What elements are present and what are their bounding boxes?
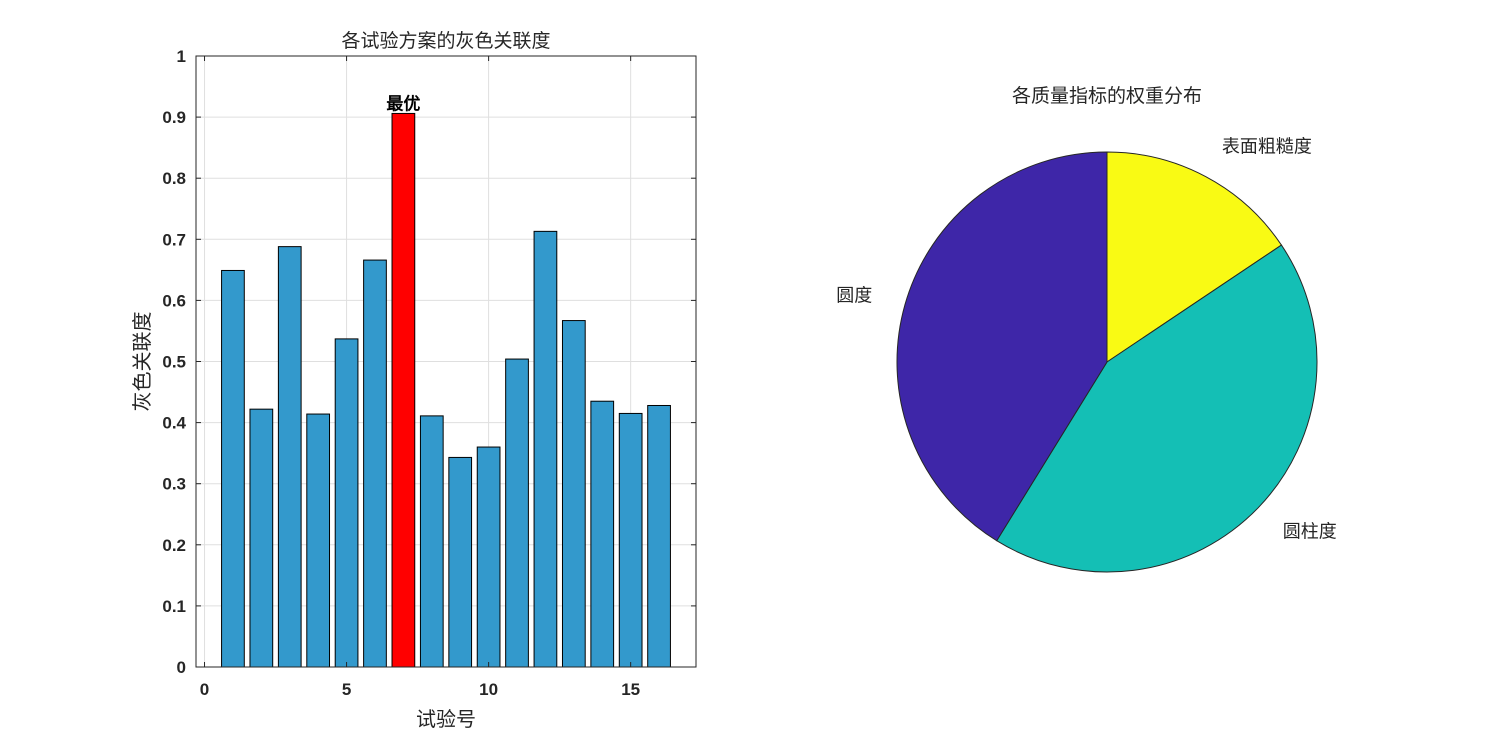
- bar-chart: 00.10.20.30.40.50.60.70.80.910 5 10 15 各试验方…: [130, 30, 697, 731]
- bar: [249, 408, 274, 668]
- pie-slice: [1106, 151, 1283, 363]
- bar-series: [221, 112, 671, 668]
- x-tick-label: 5: [342, 680, 351, 699]
- bar: [448, 456, 473, 668]
- y-tick-label: 0.6: [162, 291, 186, 310]
- bar: [561, 320, 586, 668]
- y-tick-label: 0.4: [162, 414, 186, 433]
- x-tick-label: 10: [479, 680, 498, 699]
- bar-best: [391, 112, 416, 668]
- bar: [221, 269, 245, 668]
- y-tick-label: 0.7: [162, 230, 186, 249]
- pie-slices: [896, 151, 1318, 573]
- bar: [306, 413, 331, 668]
- bar: [363, 259, 387, 668]
- bar: [334, 338, 359, 668]
- bar-ticks: 00.10.20.30.40.50.60.70.80.910 5 10 15: [162, 47, 696, 699]
- x-tick-label: 15: [621, 680, 640, 699]
- bar-y-axis-label: 灰色关联度: [130, 312, 154, 412]
- y-tick-label: 1: [177, 47, 186, 66]
- y-tick-label: 0.9: [162, 108, 186, 127]
- y-tick-label: 0: [177, 658, 186, 677]
- bar: [505, 358, 529, 668]
- bar: [277, 246, 302, 668]
- bar-chart-title: 各试验方案的灰色关联度: [341, 30, 550, 52]
- pie-slice: [896, 151, 1108, 542]
- x-tick-label: 0: [200, 680, 209, 699]
- y-tick-label: 0.3: [162, 475, 186, 494]
- y-tick-label: 0.5: [162, 353, 186, 372]
- pie-chart-title: 各质量指标的权重分布: [1012, 85, 1202, 107]
- bar: [618, 412, 643, 668]
- best-annotation: 最优: [386, 93, 420, 114]
- pie-slice-label: 圆柱度: [1283, 521, 1337, 542]
- bar: [533, 230, 558, 668]
- bar-x-axis-label: 试验号: [416, 707, 476, 731]
- pie-slice-label: 圆度: [836, 285, 872, 306]
- bar: [590, 400, 615, 668]
- pie-slice-label: 表面粗糙度: [1222, 137, 1312, 158]
- bar: [419, 415, 444, 668]
- y-tick-label: 0.2: [162, 536, 186, 555]
- bar: [476, 446, 501, 668]
- y-tick-label: 0.1: [162, 597, 186, 616]
- y-tick-label: 0.8: [162, 169, 186, 188]
- pie-slice: [996, 244, 1318, 573]
- bar: [647, 404, 671, 668]
